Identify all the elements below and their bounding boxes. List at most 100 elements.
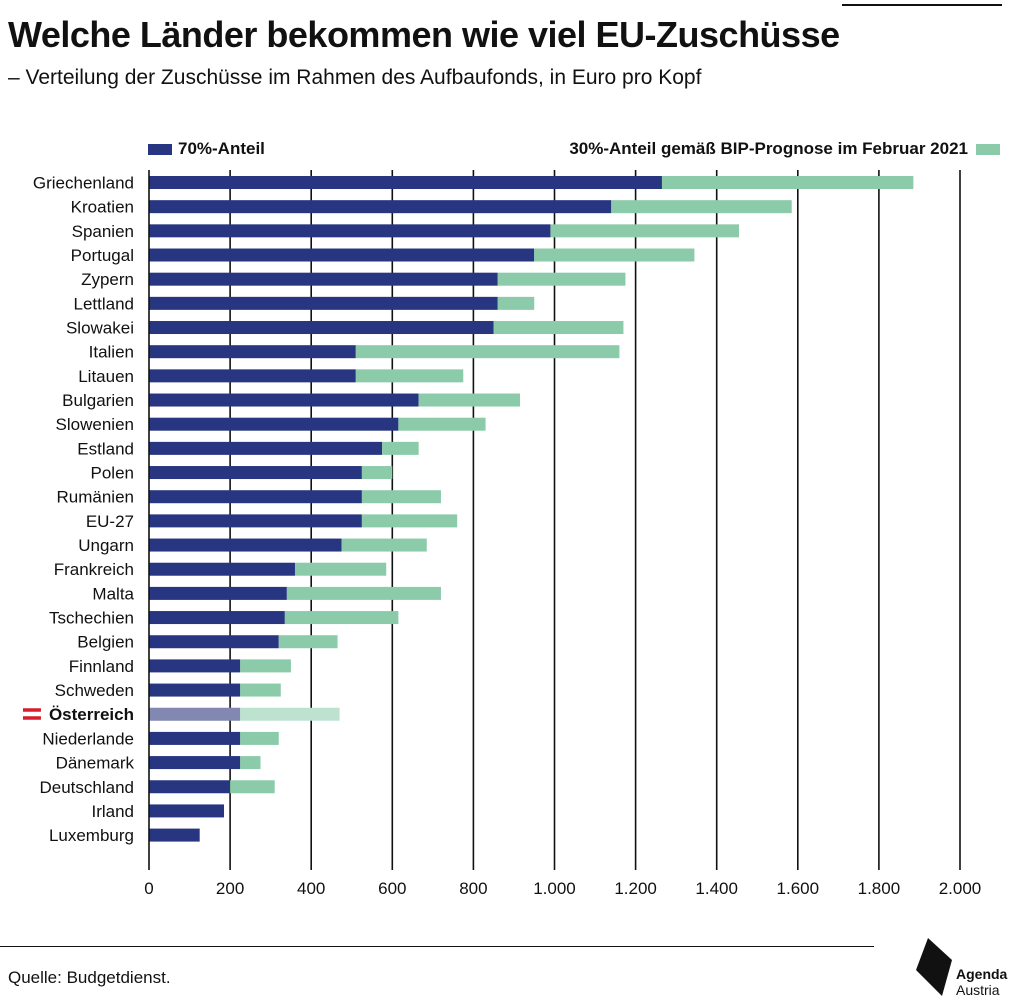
x-tick-label: 1.000 — [533, 879, 576, 898]
category-label: Finnland — [69, 657, 134, 676]
austria-flag-icon — [22, 716, 41, 720]
bar-30-15 — [341, 538, 427, 552]
bar-70-7 — [149, 345, 356, 359]
bar-30-18 — [284, 611, 399, 625]
bar-30-19 — [278, 635, 338, 649]
legend-label-30: 30%-Anteil gemäß BIP-Prognose im Februar… — [569, 139, 968, 158]
bar-30-23 — [240, 731, 279, 745]
category-label: Polen — [91, 464, 134, 483]
chart-subtitle: – Verteilung der Zuschüsse im Rahmen des… — [8, 66, 702, 89]
bar-70-13 — [149, 490, 362, 504]
bar-70-5 — [149, 296, 498, 310]
bar-70-10 — [149, 417, 399, 431]
bar-30-20 — [240, 659, 291, 673]
category-label: Frankreich — [54, 560, 134, 579]
category-label: Ungarn — [78, 536, 134, 555]
category-label: Deutschland — [39, 778, 134, 797]
austria-flag-icon — [22, 708, 41, 712]
bar-30-4 — [497, 272, 626, 286]
bar-70-12 — [149, 466, 362, 480]
x-tick-label: 0 — [144, 879, 153, 898]
x-tick-label: 1.600 — [777, 879, 820, 898]
x-tick-label: 2.000 — [939, 879, 982, 898]
bar-70-0 — [149, 176, 662, 189]
bar-30-16 — [294, 562, 387, 576]
bar-30-7 — [355, 345, 620, 359]
bar-70-24 — [149, 756, 241, 770]
bar-30-6 — [493, 321, 624, 335]
legend-swatch-30 — [976, 143, 1000, 155]
bar-70-1 — [149, 200, 612, 214]
bar-70-20 — [149, 659, 241, 673]
bar-30-10 — [398, 417, 486, 431]
bar-30-1 — [611, 200, 792, 214]
legend-item-30: 30%-Anteil gemäß BIP-Prognose im Februar… — [569, 139, 1000, 159]
logo-text-line1: Agenda — [956, 966, 1008, 982]
logo-text-line2: Austria — [956, 982, 1000, 998]
bar-30-5 — [497, 296, 535, 310]
bar-30-13 — [361, 490, 441, 504]
chart-title: Welche Länder bekommen wie viel EU-Zusch… — [8, 14, 840, 55]
bar-30-24 — [240, 756, 261, 770]
bottom-rule — [0, 946, 874, 947]
category-label: Kroatien — [71, 198, 134, 217]
category-label: Tschechien — [49, 609, 134, 628]
bar-70-17 — [149, 586, 287, 600]
category-label: Spanien — [72, 222, 134, 241]
top-rule — [842, 4, 1002, 6]
bar-30-17 — [286, 586, 441, 600]
agenda-austria-logo-icon — [916, 938, 952, 996]
bar-70-23 — [149, 731, 241, 745]
category-label: Dänemark — [56, 754, 135, 773]
bar-70-15 — [149, 538, 342, 552]
bar-70-2 — [149, 224, 551, 238]
category-label: Rumänien — [57, 488, 135, 507]
category-label: Portugal — [71, 246, 134, 265]
x-tick-label: 1.200 — [614, 879, 657, 898]
bar-70-21 — [149, 683, 241, 697]
bar-30-11 — [382, 441, 419, 455]
category-label: EU-27 — [86, 512, 134, 531]
bar-70-27 — [149, 828, 200, 842]
category-label: Belgien — [77, 633, 134, 652]
bar-30-0 — [661, 176, 914, 189]
category-label: Bulgarien — [62, 391, 134, 410]
category-label: Zypern — [81, 270, 134, 289]
category-label: Estland — [77, 439, 134, 458]
legend-item-70: 70%-Anteil — [148, 139, 265, 159]
category-label: Malta — [92, 584, 134, 603]
bar-30-2 — [550, 224, 740, 238]
category-label: Italien — [89, 343, 134, 362]
category-label: Slowenien — [56, 415, 134, 434]
x-tick-label: 600 — [378, 879, 406, 898]
category-label: Slowakei — [66, 319, 134, 338]
bar-70-25 — [149, 780, 231, 794]
bar-70-6 — [149, 321, 494, 335]
bar-70-4 — [149, 272, 498, 286]
bar-30-8 — [355, 369, 464, 383]
x-tick-label: 1.400 — [695, 879, 738, 898]
legend-label-70: 70%-Anteil — [178, 139, 265, 158]
bar-70-18 — [149, 611, 285, 625]
bar-30-12 — [361, 466, 393, 480]
category-label: Irland — [91, 802, 134, 821]
bar-30-3 — [534, 248, 695, 262]
legend-swatch-70 — [148, 143, 172, 155]
bar-70-14 — [149, 514, 362, 528]
bar-30-21 — [240, 683, 281, 697]
category-label: Niederlande — [42, 729, 134, 748]
bar-70-26 — [149, 804, 225, 818]
x-tick-label: 1.800 — [858, 879, 901, 898]
source-note: Quelle: Budgetdienst. — [8, 968, 171, 987]
bar-70-16 — [149, 562, 295, 576]
category-label: Schweden — [55, 681, 134, 700]
bar-30-25 — [230, 780, 275, 794]
bar-30-22 — [240, 707, 340, 721]
x-tick-label: 200 — [216, 879, 244, 898]
bar-70-11 — [149, 441, 383, 455]
bar-70-8 — [149, 369, 356, 383]
bar-70-3 — [149, 248, 535, 262]
bar-70-19 — [149, 635, 279, 649]
bar-30-9 — [418, 393, 521, 407]
category-label: Österreich — [49, 705, 134, 724]
